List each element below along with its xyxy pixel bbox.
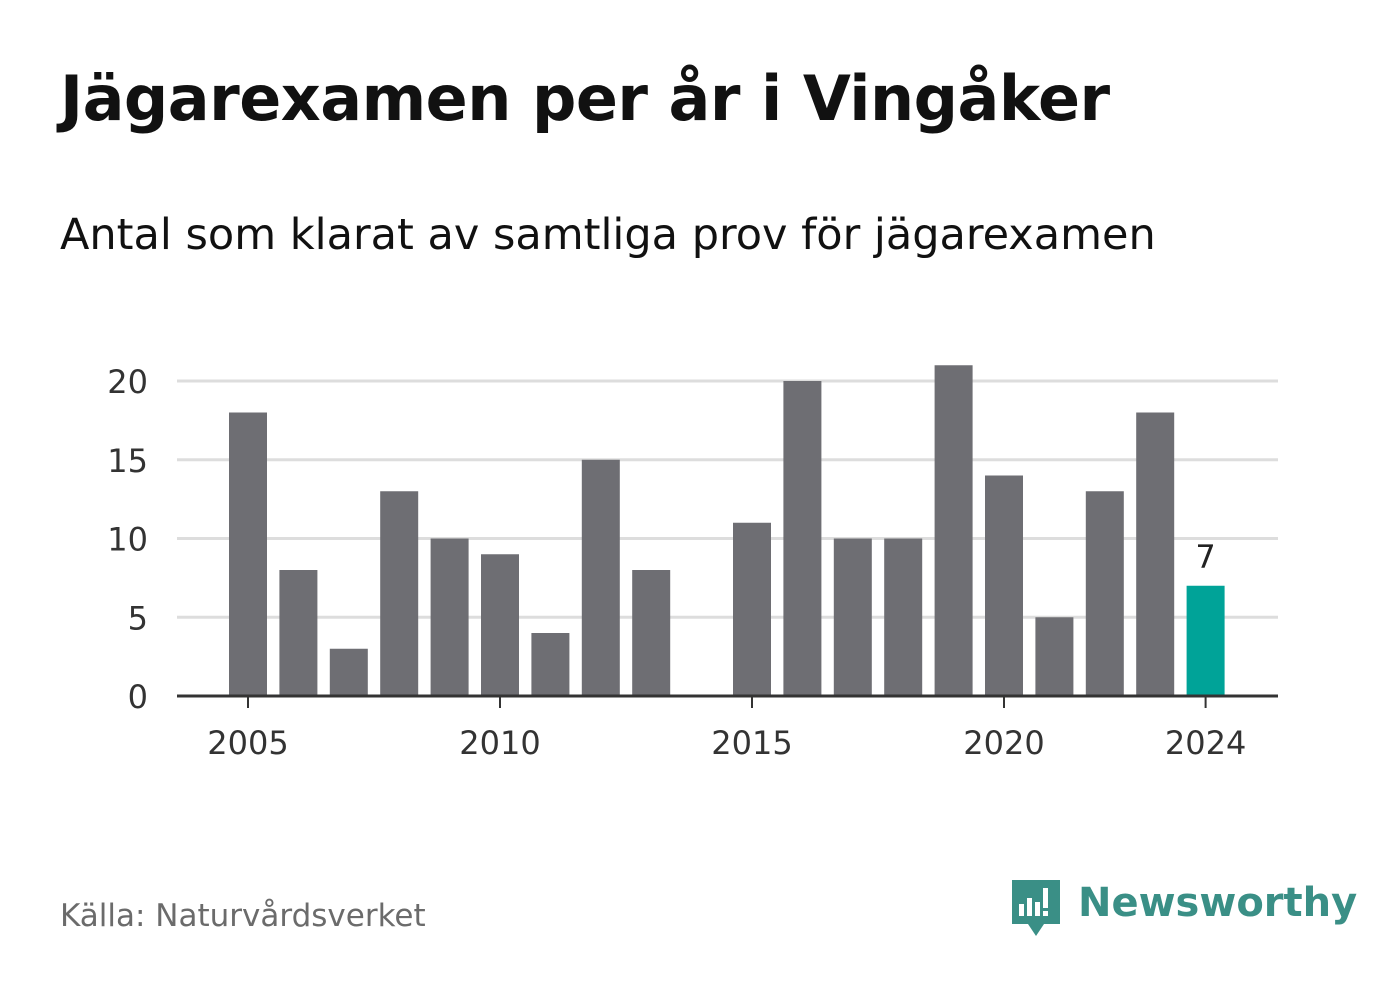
x-tick-label: 2015	[711, 724, 792, 762]
bar-2019	[934, 365, 973, 696]
bar-2009	[430, 538, 469, 696]
bar-2016	[783, 381, 822, 696]
bar-2011	[531, 633, 570, 696]
bar-2007	[329, 648, 368, 696]
y-tick-label: 10	[107, 521, 148, 559]
bar-2018	[884, 538, 923, 696]
bar-2020	[985, 475, 1023, 696]
brand-name: Newsworthy	[1078, 880, 1358, 926]
bar-2024	[1186, 585, 1225, 696]
newsworthy-logo-icon	[1012, 880, 1060, 936]
y-tick-label: 15	[107, 442, 148, 480]
bars	[229, 365, 1225, 696]
bar-2021	[1035, 617, 1074, 696]
chart-title: Jägarexamen per år i Vingåker	[60, 62, 1110, 135]
bar-2005	[229, 412, 267, 696]
bar-2013	[632, 570, 671, 696]
source-note: Källa: Naturvårdsverket	[60, 898, 426, 934]
bar-2012	[581, 459, 620, 696]
axes	[177, 694, 1278, 708]
x-tick-label: 2024	[1165, 724, 1246, 762]
data-label-2024: 7	[1195, 538, 1215, 576]
labels: 0 5 10 15 20 2005 2010 2015 2020 2024 7	[107, 363, 1246, 762]
y-tick-label: 20	[107, 363, 148, 401]
bar-2017	[833, 538, 872, 696]
bar-2006	[279, 570, 318, 696]
y-tick-label: 5	[128, 599, 148, 637]
bar-2010	[481, 554, 519, 696]
x-tick-label: 2020	[963, 724, 1044, 762]
bar-2008	[380, 491, 419, 696]
bar-2023	[1136, 412, 1175, 696]
bar-2022	[1085, 491, 1124, 696]
x-tick-label: 2010	[459, 724, 540, 762]
x-tick-label: 2005	[207, 724, 288, 762]
bar-2015	[733, 522, 771, 696]
chart-subtitle: Antal som klarat av samtliga prov för jä…	[60, 210, 1156, 260]
y-tick-label: 0	[128, 678, 148, 716]
